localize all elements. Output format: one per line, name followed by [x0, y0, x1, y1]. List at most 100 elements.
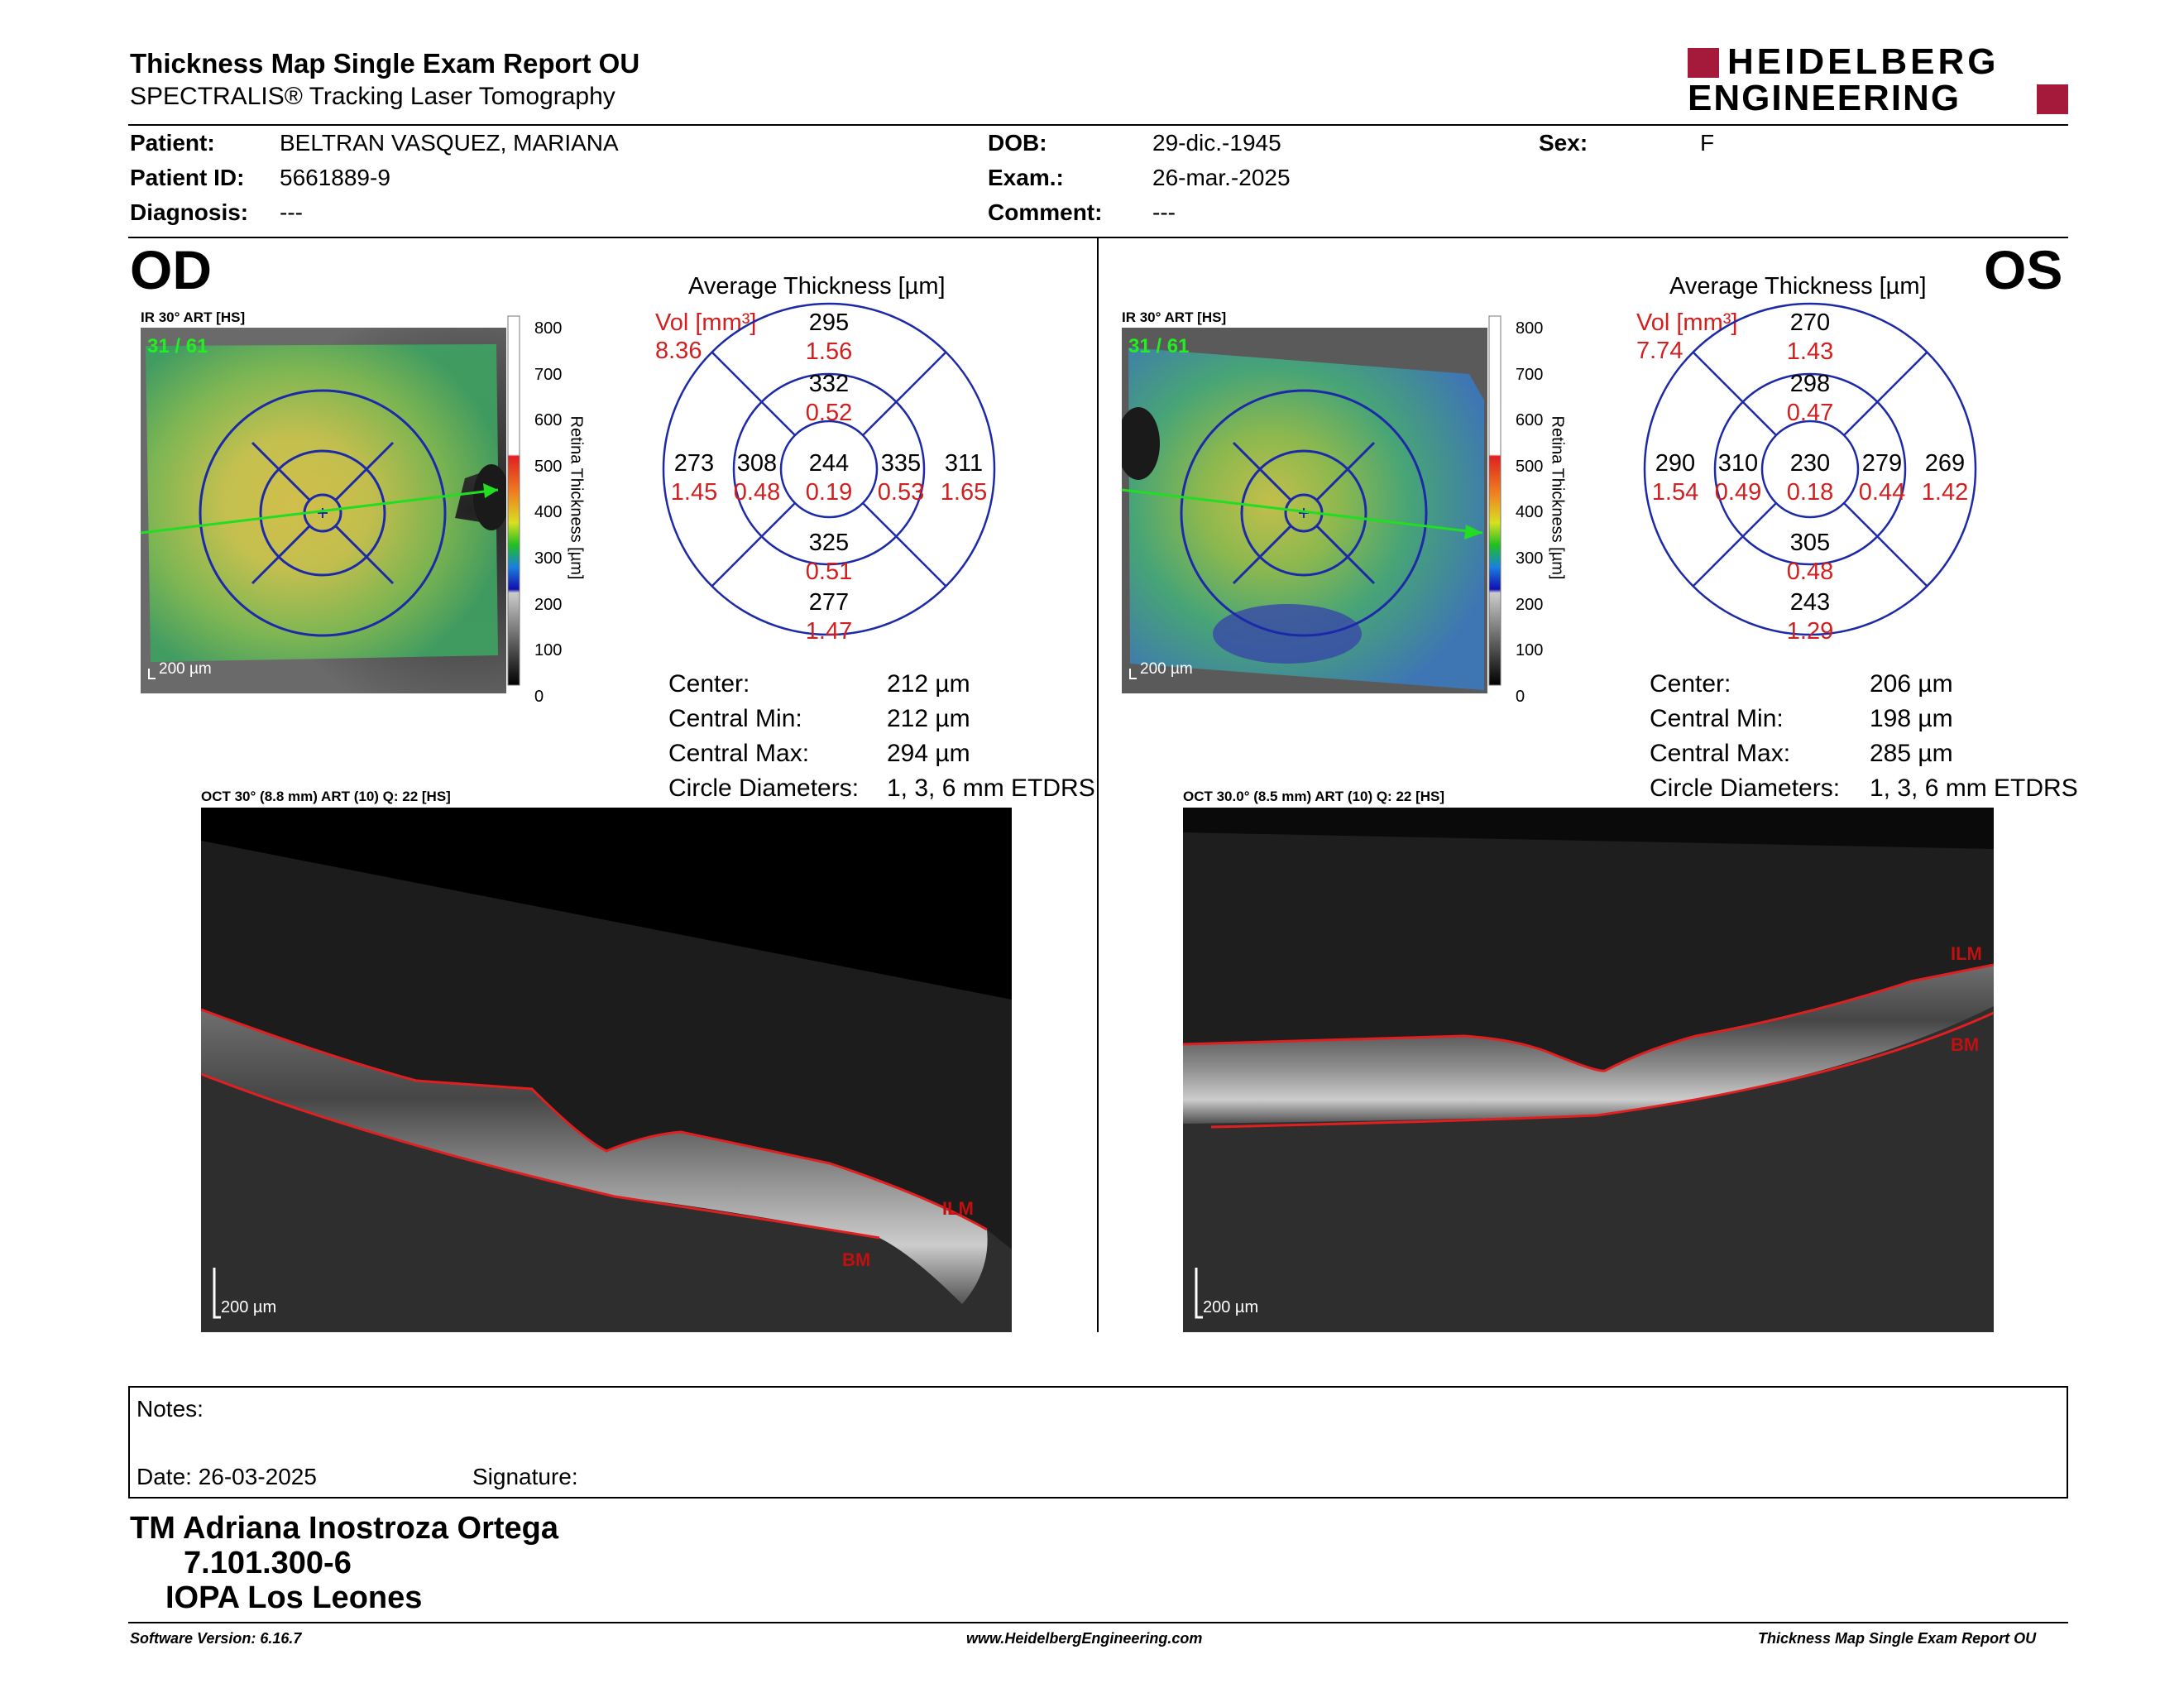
- od-outer-inf-thickness: 277: [808, 589, 850, 616]
- os-outer-inf-volume: 1.29: [1786, 618, 1834, 645]
- patient-id-value: 5661889-9: [280, 165, 390, 190]
- os-inner-left-volume: 0.49: [1714, 479, 1762, 506]
- exam-label: Exam.:: [988, 165, 1064, 190]
- dob-value: 29-dic.-1945: [1152, 130, 1281, 156]
- od-fundus-scale: 200 µm: [159, 660, 212, 678]
- od-vol-value: 8.36: [655, 338, 702, 364]
- diagnosis-value: ---: [280, 199, 303, 225]
- notes-date: Date: 26-03-2025: [136, 1464, 317, 1489]
- diagnosis-label: Diagnosis:: [130, 199, 249, 225]
- od-inner-inf-volume: 0.51: [805, 559, 853, 585]
- notes-box: Notes: Date: 26-03-2025 Signature:: [128, 1386, 2068, 1499]
- os-outer-sup-thickness: 270: [1789, 309, 1831, 336]
- os-outer-sup-volume: 1.43: [1786, 338, 1834, 365]
- footer-website[interactable]: www.HeidelbergEngineering.com: [966, 1630, 1203, 1647]
- od-center-label: Center:: [668, 670, 750, 698]
- signer-institution: IOPA Los Leones: [165, 1580, 423, 1615]
- signer-name: TM Adriana Inostroza Ortega: [130, 1511, 558, 1546]
- od-inner-sup-volume: 0.52: [805, 400, 853, 426]
- os-frame-counter: 31 / 61: [1128, 335, 1189, 357]
- eye-label-od: OD: [130, 239, 212, 300]
- od-outer-left-thickness: 273: [673, 450, 715, 477]
- os-inner-inf-thickness: 305: [1789, 530, 1831, 556]
- od-center-thickness: 244: [808, 450, 850, 477]
- signer-id: 7.101.300-6: [184, 1546, 352, 1580]
- exam-value: 26-mar.-2025: [1152, 165, 1291, 190]
- patient-label: Patient:: [130, 130, 215, 156]
- comment-label: Comment:: [988, 199, 1103, 225]
- od-outer-right-volume: 1.65: [940, 479, 988, 506]
- os-outer-right-volume: 1.42: [1921, 479, 1969, 506]
- os-colorbar: [1488, 315, 1502, 686]
- os-min-label: Central Min:: [1650, 705, 1784, 732]
- od-diam-label: Circle Diameters:: [668, 774, 860, 802]
- od-oct-label: OCT 30° (8.8 mm) ART (10) Q: 22 [HS]: [201, 789, 451, 804]
- od-ir-label: IR 30° ART [HS]: [141, 309, 246, 325]
- notes-signature-label: Signature:: [472, 1464, 578, 1489]
- os-etdrs-grid: [1643, 302, 1977, 636]
- os-inner-right-volume: 0.44: [1858, 479, 1906, 506]
- os-outer-inf-thickness: 243: [1789, 589, 1831, 616]
- od-oct-bscan: ILM BM 200 µm: [201, 808, 1012, 1332]
- os-avg-title: Average Thickness [µm]: [1669, 273, 1927, 300]
- os-outer-right-thickness: 269: [1924, 450, 1966, 477]
- os-inner-inf-volume: 0.48: [1786, 559, 1834, 585]
- patient-id-label: Patient ID:: [130, 165, 245, 190]
- od-outer-left-volume: 1.45: [670, 479, 718, 506]
- sex-label: Sex:: [1539, 130, 1588, 156]
- eye-divider: [1097, 238, 1099, 1332]
- os-oct-bscan: ILM BM 200 µm: [1183, 808, 1994, 1332]
- od-avg-title: Average Thickness [µm]: [688, 273, 946, 300]
- od-etdrs-values: 295 1.56 332 0.52 244 0.19 273 1.45 308 …: [659, 300, 999, 645]
- footer-software: Software Version: 6.16.7: [130, 1630, 302, 1647]
- os-fundus-scale: 200 µm: [1140, 660, 1193, 678]
- report-subtitle: SPECTRALIS® Tracking Laser Tomography: [130, 83, 615, 110]
- heidelberg-logo: HEIDELBERG ENGINEERING: [1688, 43, 2068, 117]
- os-inner-right-thickness: 279: [1861, 450, 1903, 477]
- notes-label: Notes:: [136, 1396, 204, 1422]
- od-etdrs-grid: [662, 302, 996, 636]
- od-colorbar-label: Retina Thickness [µm]: [567, 415, 586, 580]
- od-min-label: Central Min:: [668, 705, 802, 732]
- os-center-volume: 0.18: [1786, 479, 1834, 506]
- os-etdrs-values: 270 1.43 298 0.47 230 0.18 290 1.54 310 …: [1640, 300, 1980, 645]
- os-outer-left-thickness: 290: [1655, 450, 1696, 477]
- os-inner-left-thickness: 310: [1717, 450, 1759, 477]
- comment-value: ---: [1152, 199, 1176, 225]
- eye-label-os: OS: [1984, 239, 2063, 300]
- os-max-label: Central Max:: [1650, 740, 1791, 767]
- od-colorbar-ticks: 800 700 600 500 400 300 200 100 0: [534, 319, 563, 706]
- od-ilm-label: ILM: [942, 1198, 974, 1219]
- od-frame-counter: 31 / 61: [147, 335, 208, 357]
- os-inner-sup-thickness: 298: [1789, 371, 1831, 397]
- od-center-value: 212 µm: [887, 670, 970, 698]
- patient-name: BELTRAN VASQUEZ, MARIANA: [280, 130, 619, 156]
- od-inner-right-volume: 0.53: [877, 479, 925, 506]
- os-colorbar-label: Retina Thickness [µm]: [1548, 415, 1567, 580]
- os-center-label: Center:: [1650, 670, 1731, 698]
- od-min-value: 212 µm: [887, 705, 970, 732]
- od-max-label: Central Max:: [668, 740, 810, 767]
- od-inner-left-volume: 0.48: [733, 479, 781, 506]
- od-vol-label: Vol [mm³]: [655, 309, 757, 336]
- od-inner-left-thickness: 308: [736, 450, 778, 477]
- os-fundus-thickness-map: 31 / 61 200 µm: [1122, 328, 1487, 693]
- dob-label: DOB:: [988, 130, 1047, 156]
- od-inner-right-thickness: 335: [880, 450, 922, 477]
- os-max-value: 285 µm: [1870, 740, 1953, 767]
- od-bm-label: BM: [842, 1249, 870, 1270]
- od-inner-inf-thickness: 325: [808, 530, 850, 556]
- os-ilm-label: ILM: [1951, 943, 1982, 964]
- od-colorbar: [507, 315, 520, 686]
- os-outer-left-volume: 1.54: [1651, 479, 1699, 506]
- od-diam-value: 1, 3, 6 mm ETDRS: [887, 774, 1095, 802]
- report-title: Thickness Map Single Exam Report OU: [130, 48, 640, 79]
- od-outer-inf-volume: 1.47: [805, 618, 853, 645]
- sex-value: F: [1700, 130, 1715, 156]
- os-center-value: 206 µm: [1870, 670, 1953, 698]
- os-vol-label: Vol [mm³]: [1636, 309, 1738, 336]
- os-ir-label: IR 30° ART [HS]: [1122, 309, 1227, 325]
- os-bm-label: BM: [1951, 1034, 1979, 1055]
- od-center-volume: 0.19: [805, 479, 853, 506]
- od-outer-sup-thickness: 295: [808, 309, 850, 336]
